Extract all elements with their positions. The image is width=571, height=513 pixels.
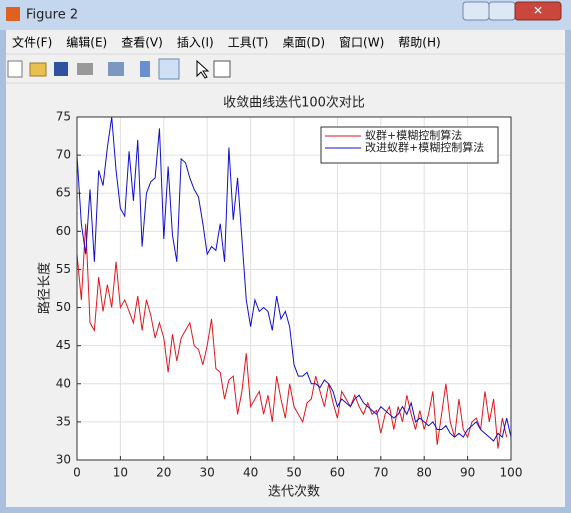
maximize-button[interactable]	[488, 1, 516, 21]
x-tick-label: 40	[243, 466, 258, 480]
menu-item[interactable]: 窗口(W)	[339, 36, 384, 50]
tool-colorbar[interactable]	[140, 61, 150, 77]
x-tick-label: 100	[500, 466, 523, 480]
menu-item[interactable]: 桌面(D)	[282, 36, 325, 50]
x-tick-label: 90	[460, 466, 475, 480]
tool-pointer[interactable]	[196, 59, 210, 79]
plot	[76, 116, 512, 461]
legend-label: 改进蚁群+模糊控制算法	[365, 140, 484, 154]
close-icon: ✕	[533, 4, 543, 18]
x-tick-label: 0	[73, 466, 81, 480]
tool-property[interactable]	[213, 60, 231, 78]
menu-item[interactable]: 帮助(H)	[398, 36, 440, 50]
legend-box	[320, 126, 499, 164]
y-tick-label: 30	[56, 453, 71, 467]
legend-label: 蚁群+模糊控制算法	[365, 128, 462, 142]
menu-item[interactable]: 工具(T)	[228, 36, 269, 50]
tool-open[interactable]	[29, 62, 47, 77]
x-tick-label: 20	[156, 466, 171, 480]
tool-link[interactable]	[108, 62, 124, 76]
y-axis-label: 路径长度	[37, 262, 53, 314]
x-tick-label: 50	[286, 466, 301, 480]
y-tick-label: 70	[56, 148, 71, 162]
x-tick-label: 10	[113, 466, 128, 480]
axes-box	[76, 116, 512, 461]
window-title: Figure 2	[26, 8, 78, 23]
menu-item[interactable]: 查看(V)	[121, 36, 163, 50]
y-tick-label: 60	[56, 224, 71, 238]
y-tick-label: 45	[56, 338, 71, 352]
tool-print[interactable]	[77, 63, 93, 75]
toolbar	[7, 58, 231, 80]
y-tick-label: 75	[56, 110, 71, 124]
minimize-button[interactable]	[462, 1, 490, 21]
tool-legend[interactable]	[158, 58, 180, 80]
y-tick-label: 35	[56, 414, 71, 428]
close-button[interactable]	[514, 1, 562, 21]
y-tick-label: 40	[56, 376, 71, 390]
x-tick-label: 70	[373, 466, 388, 480]
menu-item[interactable]: 文件(F)	[12, 35, 52, 50]
tool-save[interactable]	[54, 62, 68, 76]
y-tick-label: 55	[56, 262, 71, 276]
x-tick-label: 30	[200, 466, 215, 480]
y-tick-label: 65	[56, 186, 71, 200]
x-tick-label: 80	[417, 466, 432, 480]
x-axis-label: 迭代次数	[268, 484, 320, 500]
menu-item[interactable]: 编辑(E)	[66, 35, 107, 50]
series-line	[76, 223, 508, 449]
x-tick-label: 60	[330, 466, 345, 480]
app-icon	[6, 7, 20, 21]
series-line	[76, 116, 512, 442]
tool-new[interactable]	[7, 60, 23, 78]
menu-item[interactable]: 插入(I)	[177, 36, 214, 50]
menu-bar: 文件(F) 编辑(E) 查看(V) 插入(I) 工具(T) 桌面(D) 窗口(W) 帮助(H)	[12, 35, 441, 50]
chart-title: 收敛曲线迭代100次对比	[223, 95, 365, 111]
y-tick-label: 50	[56, 300, 71, 314]
